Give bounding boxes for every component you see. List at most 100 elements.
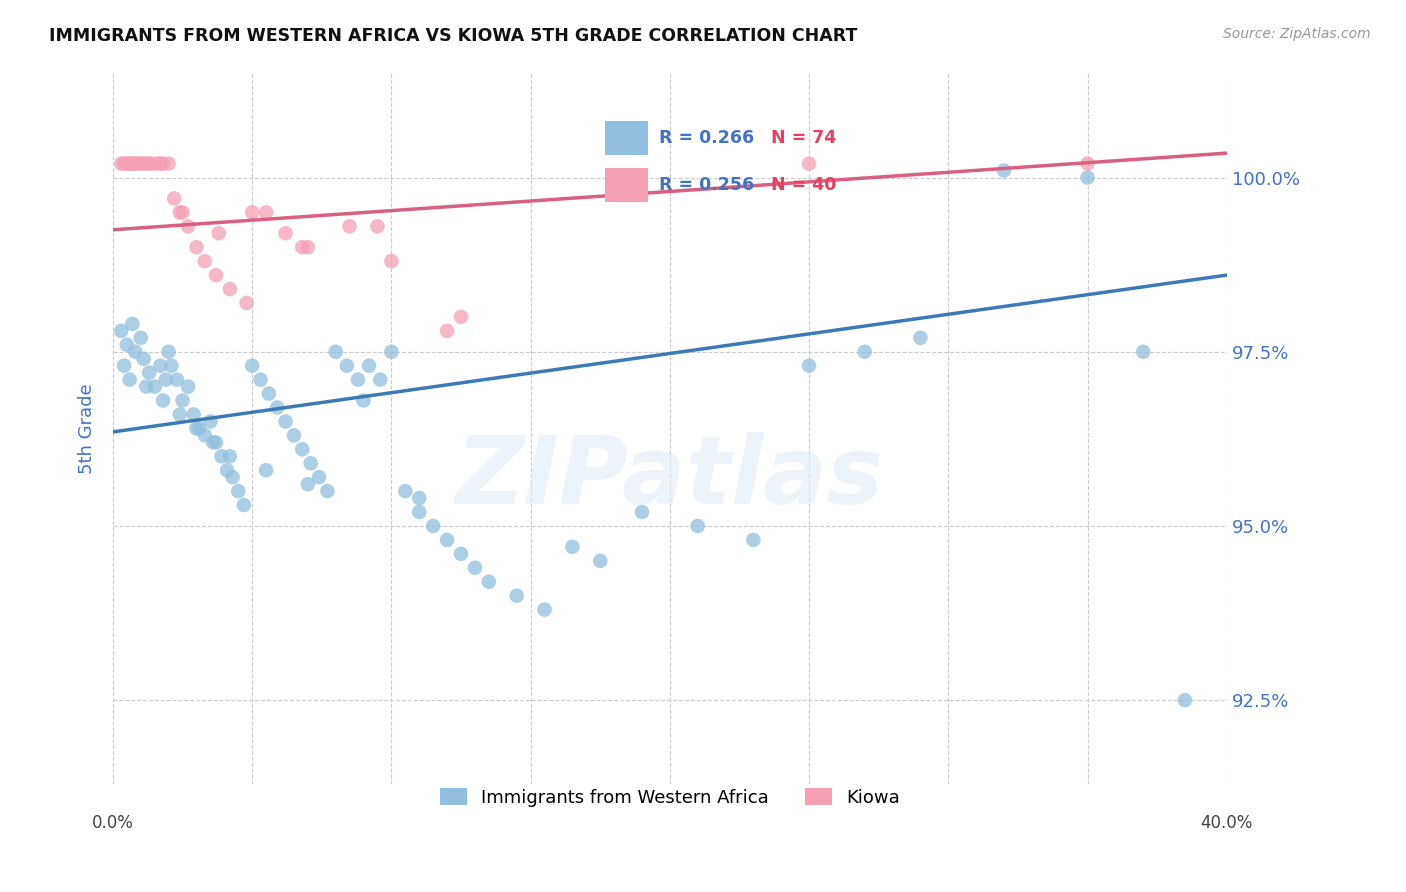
Point — [149, 156, 172, 170]
Point — [127, 156, 149, 170]
Point — [1132, 344, 1154, 359]
Point — [1076, 170, 1098, 185]
Point — [380, 254, 402, 268]
Point — [115, 338, 138, 352]
Point — [169, 408, 191, 422]
Point — [121, 317, 143, 331]
Point — [226, 484, 249, 499]
Point — [112, 156, 135, 170]
Point — [631, 505, 654, 519]
Point — [132, 351, 155, 366]
Point — [157, 344, 180, 359]
Point — [200, 414, 222, 428]
Point — [368, 373, 391, 387]
Point — [205, 268, 228, 282]
Point — [366, 219, 388, 234]
Point — [208, 227, 231, 241]
Point — [188, 421, 211, 435]
Point — [853, 344, 876, 359]
Point — [219, 282, 242, 296]
Point — [163, 191, 186, 205]
Point — [112, 359, 135, 373]
Point — [533, 602, 555, 616]
Point — [257, 386, 280, 401]
Point — [166, 373, 188, 387]
Point — [118, 156, 141, 170]
Point — [169, 205, 191, 219]
Point — [194, 254, 217, 268]
Point — [283, 428, 305, 442]
Point — [149, 359, 172, 373]
Point — [205, 435, 228, 450]
Point — [561, 540, 583, 554]
Point — [118, 156, 141, 170]
Point — [235, 296, 257, 310]
Point — [172, 393, 194, 408]
Y-axis label: 5th Grade: 5th Grade — [79, 383, 96, 474]
Point — [129, 156, 152, 170]
Point — [217, 463, 239, 477]
Point — [124, 156, 146, 170]
Point — [589, 554, 612, 568]
Point — [742, 533, 765, 547]
Point — [478, 574, 501, 589]
Point — [297, 240, 319, 254]
Point — [910, 331, 932, 345]
Point — [155, 373, 177, 387]
Point — [505, 589, 527, 603]
Point — [219, 450, 242, 464]
Point — [202, 435, 225, 450]
Point — [464, 561, 486, 575]
Point — [110, 156, 132, 170]
Point — [408, 505, 430, 519]
Point — [138, 366, 160, 380]
Text: ZIPatlas: ZIPatlas — [456, 432, 884, 524]
Point — [1174, 693, 1197, 707]
Point — [274, 414, 297, 428]
Point — [797, 359, 820, 373]
Point — [249, 373, 271, 387]
Point — [394, 484, 416, 499]
Point — [186, 421, 208, 435]
Point — [132, 156, 155, 170]
Point — [336, 359, 359, 373]
Point — [436, 533, 458, 547]
Point — [146, 156, 169, 170]
Point — [408, 491, 430, 505]
Point — [152, 156, 174, 170]
Point — [297, 477, 319, 491]
Point — [274, 227, 297, 241]
Point — [308, 470, 330, 484]
Point — [141, 156, 163, 170]
Point — [266, 401, 288, 415]
Point — [135, 156, 157, 170]
Point — [686, 519, 709, 533]
Point — [347, 373, 370, 387]
Point — [194, 428, 217, 442]
Text: IMMIGRANTS FROM WESTERN AFRICA VS KIOWA 5TH GRADE CORRELATION CHART: IMMIGRANTS FROM WESTERN AFRICA VS KIOWA … — [49, 27, 858, 45]
Point — [450, 310, 472, 324]
Point — [183, 408, 205, 422]
Text: 40.0%: 40.0% — [1201, 814, 1253, 832]
Point — [291, 442, 314, 457]
Point — [254, 205, 277, 219]
Point — [422, 519, 444, 533]
Point — [138, 156, 160, 170]
Point — [160, 359, 183, 373]
Point — [993, 163, 1015, 178]
Point — [124, 344, 146, 359]
Point — [221, 470, 243, 484]
Point — [129, 331, 152, 345]
Point — [186, 240, 208, 254]
Point — [124, 156, 146, 170]
Point — [110, 324, 132, 338]
Point — [1076, 156, 1098, 170]
Point — [115, 156, 138, 170]
Point — [118, 373, 141, 387]
Point — [436, 324, 458, 338]
Legend: Immigrants from Western Africa, Kiowa: Immigrants from Western Africa, Kiowa — [432, 781, 907, 814]
Point — [211, 450, 233, 464]
Point — [157, 156, 180, 170]
Point — [299, 456, 322, 470]
Point — [172, 205, 194, 219]
